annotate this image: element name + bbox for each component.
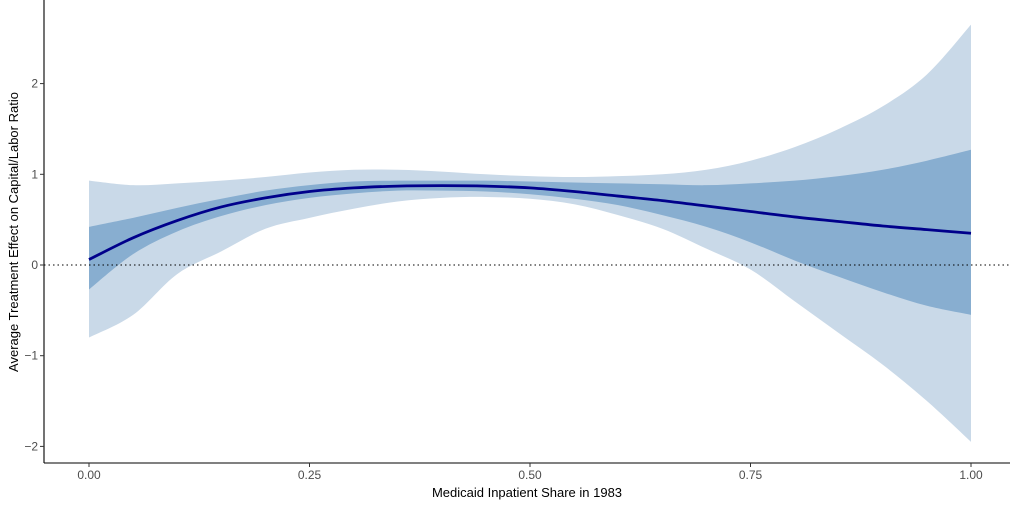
y-tick-label: 0 <box>31 258 38 272</box>
x-tick-label: 0.00 <box>77 468 101 482</box>
y-tick-label: −2 <box>24 439 38 453</box>
x-tick-label: 1.00 <box>959 468 983 482</box>
x-tick-label: 0.75 <box>739 468 763 482</box>
estimate-layer <box>88 184 972 261</box>
y-axis-title: Average Treatment Effect on Capital/Labo… <box>6 92 21 372</box>
x-axis-title: Medicaid Inpatient Share in 1983 <box>432 485 622 500</box>
x-tick-label: 0.50 <box>518 468 542 482</box>
confidence-bands <box>89 24 971 442</box>
y-tick-label: 1 <box>31 167 38 181</box>
axes <box>40 0 1010 467</box>
estimate-line <box>88 184 972 261</box>
y-tick-label: 2 <box>31 77 38 91</box>
y-tick-label: −1 <box>24 349 38 363</box>
axis-labels: 0.00 0.25 0.50 0.75 1.00 −2 −1 0 1 2 Medicaid Inpa… <box>6 77 983 500</box>
x-tick-label: 0.25 <box>298 468 322 482</box>
